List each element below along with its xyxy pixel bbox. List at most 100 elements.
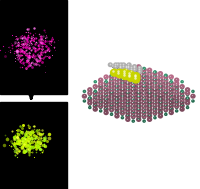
Circle shape: [179, 86, 183, 90]
Circle shape: [163, 89, 167, 93]
Circle shape: [131, 102, 134, 106]
Circle shape: [125, 90, 129, 94]
Circle shape: [124, 71, 130, 76]
Circle shape: [115, 80, 118, 83]
Circle shape: [104, 106, 107, 109]
Circle shape: [130, 84, 135, 89]
Circle shape: [152, 106, 156, 110]
Circle shape: [152, 97, 157, 102]
Circle shape: [142, 116, 145, 119]
Circle shape: [141, 74, 146, 79]
Circle shape: [168, 87, 173, 93]
Circle shape: [131, 67, 136, 72]
Circle shape: [173, 104, 179, 109]
Circle shape: [114, 74, 119, 80]
Circle shape: [142, 106, 145, 110]
Circle shape: [119, 90, 124, 95]
Circle shape: [135, 94, 141, 99]
Circle shape: [147, 103, 151, 107]
Circle shape: [168, 84, 173, 89]
Circle shape: [158, 99, 161, 103]
Circle shape: [135, 77, 141, 82]
Circle shape: [125, 76, 129, 79]
Circle shape: [157, 87, 162, 93]
Circle shape: [103, 84, 108, 89]
Circle shape: [163, 109, 167, 113]
Circle shape: [104, 96, 107, 100]
Circle shape: [130, 114, 135, 119]
Circle shape: [169, 99, 172, 103]
Circle shape: [136, 70, 140, 73]
Circle shape: [173, 97, 178, 102]
Circle shape: [131, 75, 140, 84]
Circle shape: [135, 80, 141, 85]
Circle shape: [103, 101, 108, 105]
Circle shape: [152, 93, 156, 97]
Circle shape: [120, 83, 124, 87]
Circle shape: [104, 83, 107, 86]
Circle shape: [129, 69, 134, 74]
Circle shape: [124, 94, 130, 99]
Circle shape: [119, 94, 124, 99]
Circle shape: [169, 96, 172, 100]
Circle shape: [142, 106, 145, 109]
Circle shape: [152, 76, 156, 80]
Circle shape: [179, 90, 183, 93]
Circle shape: [120, 80, 124, 83]
Circle shape: [126, 64, 131, 69]
Circle shape: [137, 69, 142, 74]
Circle shape: [119, 84, 124, 89]
Circle shape: [179, 99, 183, 103]
Circle shape: [158, 86, 161, 90]
Circle shape: [147, 100, 151, 103]
Circle shape: [97, 93, 103, 98]
Circle shape: [168, 103, 173, 108]
Circle shape: [158, 96, 161, 100]
Circle shape: [120, 76, 124, 80]
Circle shape: [136, 113, 140, 116]
Circle shape: [146, 81, 152, 86]
Circle shape: [97, 84, 103, 89]
Circle shape: [162, 81, 168, 86]
Circle shape: [131, 119, 134, 123]
Circle shape: [103, 81, 108, 86]
Circle shape: [146, 107, 152, 112]
Circle shape: [152, 93, 156, 96]
Circle shape: [131, 67, 134, 70]
Circle shape: [114, 90, 119, 95]
Circle shape: [124, 90, 130, 95]
Circle shape: [157, 96, 162, 102]
Circle shape: [173, 100, 178, 105]
Circle shape: [119, 81, 124, 86]
Circle shape: [157, 104, 162, 109]
Circle shape: [103, 103, 108, 108]
Circle shape: [142, 73, 145, 76]
Circle shape: [141, 77, 146, 82]
Circle shape: [114, 84, 119, 89]
Circle shape: [146, 74, 152, 79]
Circle shape: [135, 64, 141, 69]
Circle shape: [135, 84, 141, 89]
Circle shape: [131, 97, 134, 100]
Circle shape: [124, 80, 130, 85]
Circle shape: [152, 113, 156, 116]
Circle shape: [151, 93, 157, 98]
Circle shape: [130, 87, 135, 92]
Circle shape: [108, 90, 114, 95]
Circle shape: [184, 97, 189, 102]
Circle shape: [142, 77, 145, 80]
Circle shape: [178, 84, 184, 89]
Circle shape: [142, 103, 145, 106]
Circle shape: [135, 90, 141, 95]
Circle shape: [152, 81, 157, 86]
Circle shape: [108, 93, 114, 98]
Circle shape: [114, 83, 119, 88]
Circle shape: [125, 74, 134, 82]
Circle shape: [142, 90, 145, 93]
Circle shape: [131, 110, 134, 113]
Circle shape: [130, 91, 135, 96]
Circle shape: [151, 88, 157, 93]
Circle shape: [130, 77, 135, 82]
Circle shape: [190, 90, 194, 93]
Circle shape: [141, 87, 146, 92]
